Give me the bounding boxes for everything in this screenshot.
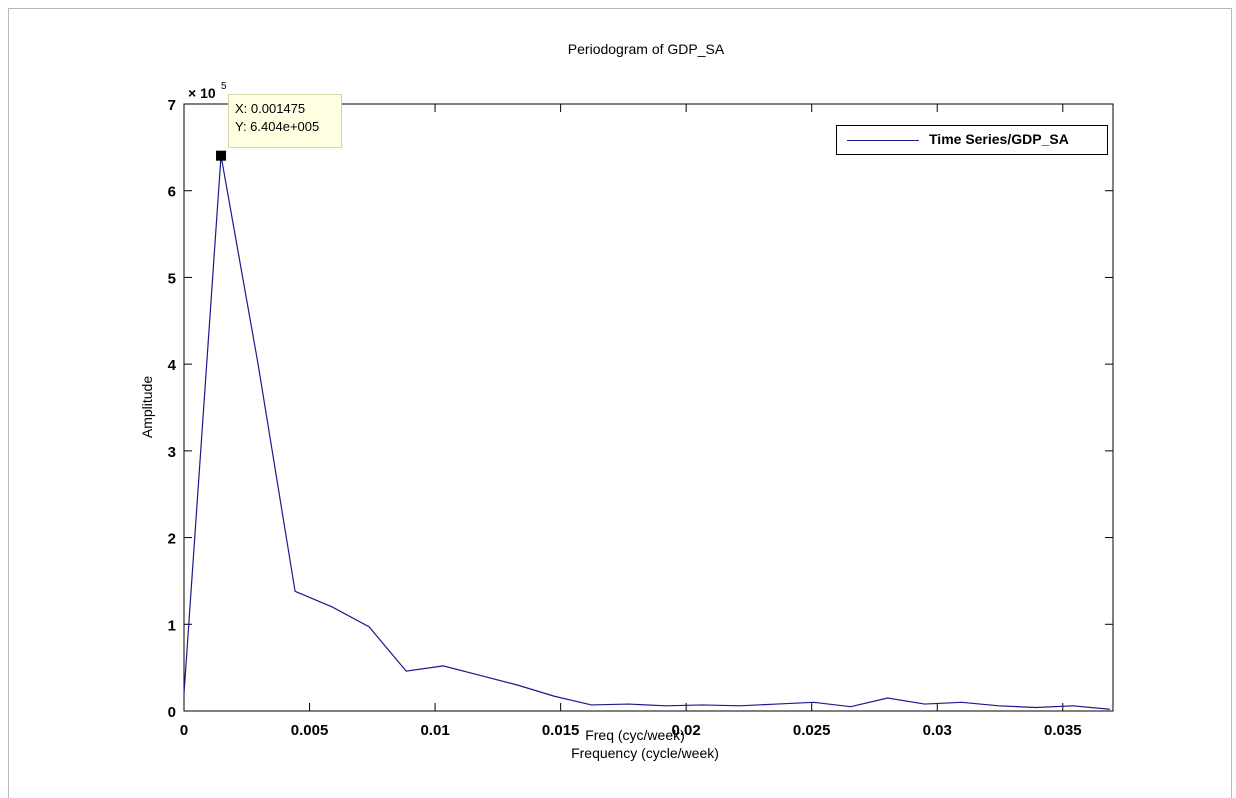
y-tick-label: 3	[168, 444, 176, 461]
y-tick-label: 1	[168, 617, 176, 634]
legend-entry-label: Time Series/GDP_SA	[929, 131, 1069, 147]
x-axis-label: Frequency (cycle/week)	[571, 745, 719, 761]
x-tick-label: 0.015	[542, 722, 580, 739]
y-tick-label: 7	[168, 97, 176, 114]
series-line	[183, 155, 1110, 710]
x-axis-overlay-label: Freq (cyc/week)	[585, 727, 685, 743]
x-tick-label: 0.01	[420, 722, 449, 739]
y-exponent-power: 5	[221, 81, 227, 92]
y-exponent-label: × 10	[188, 85, 216, 101]
x-axis-ticks: 0 0.005 0.01 0.015 0.02 0.025 0.03 0.035	[180, 104, 1082, 739]
datatip-y-text: Y: 6.404e+005	[235, 119, 320, 134]
datatip-marker[interactable]	[216, 150, 227, 161]
x-tick-label: 0.025	[793, 722, 831, 739]
chart-title: Periodogram of GDP_SA	[568, 41, 725, 57]
x-tick-label: 0.035	[1044, 722, 1082, 739]
legend-line-swatch	[847, 140, 919, 141]
y-tick-label: 0	[168, 704, 176, 721]
y-tick-label: 6	[168, 184, 176, 201]
x-tick-label: 0.03	[923, 722, 952, 739]
y-tick-label: 5	[168, 270, 176, 287]
x-tick-label: 0.02	[672, 722, 701, 739]
datatip-box[interactable]: X: 0.001475 Y: 6.404e+005	[228, 94, 342, 148]
y-tick-label: 2	[168, 531, 176, 548]
series-group	[183, 155, 1110, 710]
x-tick-label: 0	[180, 722, 188, 739]
figure-frame	[8, 8, 1232, 798]
datatip-x-text: X: 0.001475	[235, 101, 306, 116]
legend[interactable]: Time Series/GDP_SA	[836, 125, 1108, 155]
plot-axes-box[interactable]	[183, 103, 1114, 712]
y-axis-ticks: 0 1 2 3 4 5 6 7	[168, 97, 1113, 721]
y-tick-label: 4	[168, 357, 177, 374]
y-axis-label: Amplitude	[139, 376, 155, 438]
x-tick-label: 0.005	[291, 722, 329, 739]
